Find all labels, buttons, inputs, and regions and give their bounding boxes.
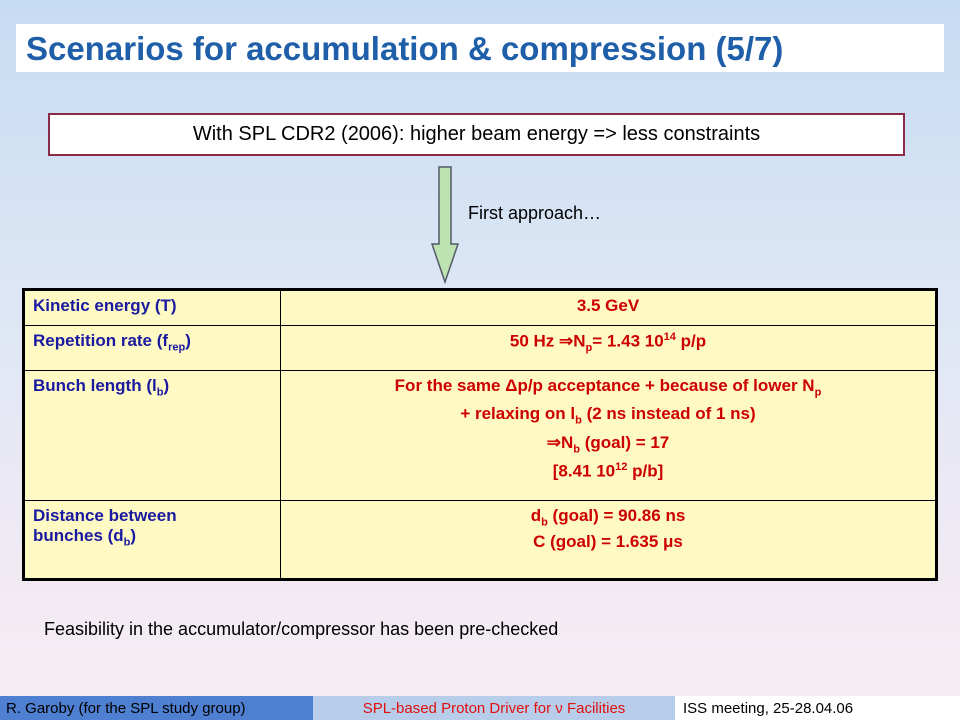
subtitle-box: With SPL CDR2 (2006): higher beam energy… (48, 113, 905, 156)
subtitle-text: With SPL CDR2 (2006): higher beam energy… (192, 123, 761, 145)
table-cell-label: Distance between bunches (db) (23, 500, 281, 580)
table-cell-value: 3.5 GeV (280, 289, 937, 326)
table-row: Bunch length (lb) For the same Δp/p acce… (23, 370, 937, 501)
feasibility-note: Feasibility in the accumulator/compresso… (44, 619, 559, 639)
parameters-table: Kinetic energy (T) 3.5 GeV Repetition ra… (22, 288, 938, 581)
footer-author: R. Garoby (for the SPL study group) (0, 696, 313, 720)
table-cell-value: 50 Hz ⇒Np= 1.43 1014 p/p (280, 325, 937, 371)
down-arrow-icon (430, 166, 460, 284)
footer-meeting: ISS meeting, 25-28.04.06 (675, 696, 960, 720)
approach-text: First approach… (468, 203, 602, 223)
table-row: Kinetic energy (T) 3.5 GeV (23, 289, 937, 326)
table-cell-label: Kinetic energy (T) (23, 289, 281, 326)
table-cell-value: db (goal) = 90.86 ns C (goal) = 1.635 μs (280, 500, 937, 580)
table-cell-value: For the same Δp/p acceptance + because o… (280, 370, 937, 501)
table-row: Repetition rate (frep) 50 Hz ⇒Np= 1.43 1… (23, 325, 937, 371)
title-bar: Scenarios for accumulation & compression… (16, 24, 944, 72)
slide-title: Scenarios for accumulation & compression… (26, 30, 784, 67)
footer-event-title: SPL-based Proton Driver for ν Facilities (313, 696, 675, 720)
table-row: Distance between bunches (db) db (goal) … (23, 500, 937, 580)
footer: R. Garoby (for the SPL study group) SPL-… (0, 696, 960, 720)
table-cell-label: Repetition rate (frep) (23, 325, 281, 371)
table-cell-label: Bunch length (lb) (23, 370, 281, 501)
